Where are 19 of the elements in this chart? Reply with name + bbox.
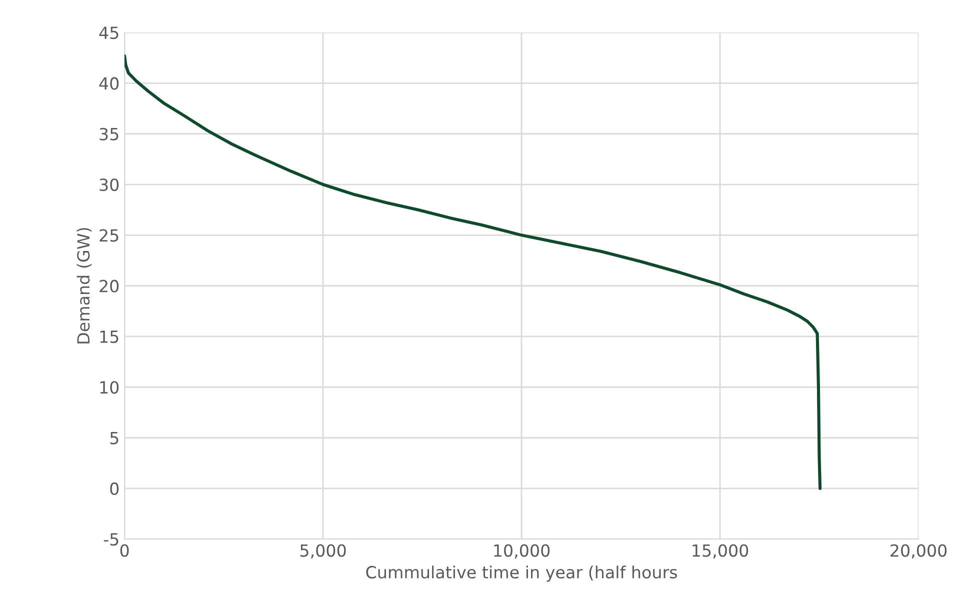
x-tick-label: 0 <box>120 544 129 557</box>
x-tick-label: 20,000 <box>890 544 947 559</box>
y-axis-title: Demand (GW) <box>76 228 92 344</box>
y-tick-label: 20 <box>100 280 119 292</box>
y-tick-label: 25 <box>100 229 118 242</box>
y-tick-label: -5 <box>104 533 118 546</box>
x-axis-title: Cummulative time in year (half hours <box>366 566 677 582</box>
line-series <box>124 54 822 490</box>
y-tick-label: 30 <box>100 178 119 192</box>
y-tick-label: 15 <box>100 330 118 344</box>
x-tick-label: 5,000 <box>300 544 346 559</box>
y-tick-label: 40 <box>99 77 119 90</box>
y-tick-label: 0 <box>110 482 119 495</box>
x-tick-label: 15,000 <box>692 544 748 559</box>
y-tick-label: 45 <box>99 26 118 40</box>
y-tick-label: 35 <box>100 128 118 140</box>
y-tick-label: 5 <box>110 432 118 444</box>
y-tick-label: 10 <box>100 381 119 394</box>
x-tick-label: 10,000 <box>494 544 550 559</box>
